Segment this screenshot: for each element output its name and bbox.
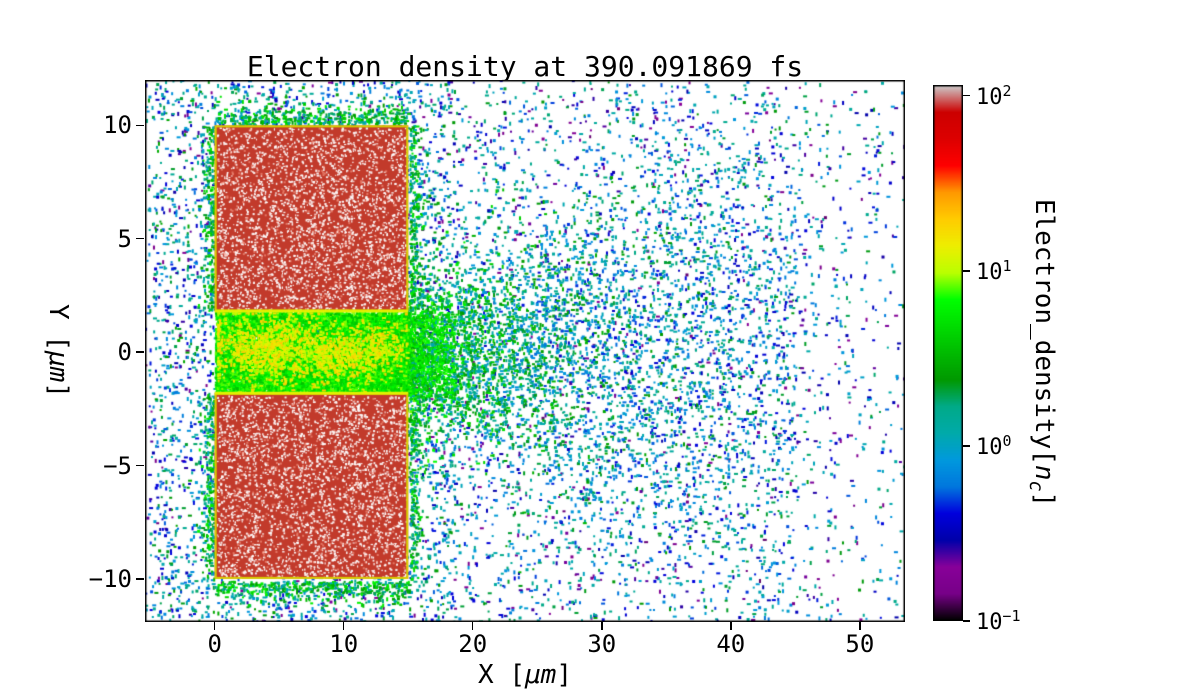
x-tick-mark [859, 622, 861, 630]
y-axis-label-suffix: ] [43, 382, 73, 398]
colorbar-tick-mark [963, 620, 970, 622]
x-tick-mark [730, 622, 732, 630]
colorbar-tick-mark [963, 94, 970, 97]
colorbar-tick-mark [963, 270, 970, 272]
x-tick-label: 40 [716, 630, 746, 658]
x-tick-label: 50 [845, 630, 875, 658]
x-tick-mark [342, 622, 345, 630]
y-tick-mark [136, 351, 144, 353]
x-axis-label-prefix: X [ [478, 660, 525, 690]
y-tick-label: 0 [117, 338, 132, 367]
x-axis-label-unit: μm [525, 660, 557, 690]
density-map-canvas [145, 80, 905, 622]
y-axis-label-unit: μm [43, 351, 73, 383]
colorbar-label-sub: c [1024, 480, 1046, 492]
x-tick-mark [213, 622, 216, 630]
colorbar-gradient-canvas [933, 85, 963, 621]
x-axis-label-suffix: ] [556, 660, 572, 690]
x-tick-label: 10 [329, 630, 359, 658]
colorbar-tick-mark [963, 445, 970, 447]
x-tick-mark [601, 622, 603, 630]
y-tick-label: 10 [103, 111, 132, 140]
y-axis-label-prefix: Y [ [43, 304, 73, 351]
colorbar-label-var: n [1029, 464, 1060, 481]
colorbar-tick-label: 10−1 [976, 606, 1021, 636]
y-tick-mark [136, 124, 144, 127]
y-tick-label: −10 [88, 564, 132, 593]
y-tick-label: −5 [103, 451, 132, 480]
colorbar-label: Electron_density[nc] [1025, 199, 1059, 507]
colorbar-tick-label: 100 [976, 431, 1012, 461]
y-tick-mark [136, 464, 144, 467]
x-axis-label: X [μm] [478, 660, 572, 690]
colorbar-tick-label: 101 [976, 256, 1012, 285]
y-tick-mark [136, 578, 144, 580]
y-tick-label: 5 [117, 224, 132, 253]
x-tick-label: 20 [458, 630, 488, 658]
y-axis-label: Y [μm] [43, 304, 73, 398]
x-tick-label: 30 [587, 630, 617, 658]
x-tick-label: 0 [207, 630, 222, 658]
colorbar-tick-label: 102 [976, 81, 1012, 110]
colorbar-label-suffix: ] [1029, 491, 1060, 508]
x-tick-mark [471, 622, 474, 630]
chart-title: Electron_density at 390.091869 fs [246, 50, 804, 83]
colorbar-label-prefix: Electron_density[ [1029, 198, 1060, 465]
y-tick-mark [136, 237, 144, 240]
